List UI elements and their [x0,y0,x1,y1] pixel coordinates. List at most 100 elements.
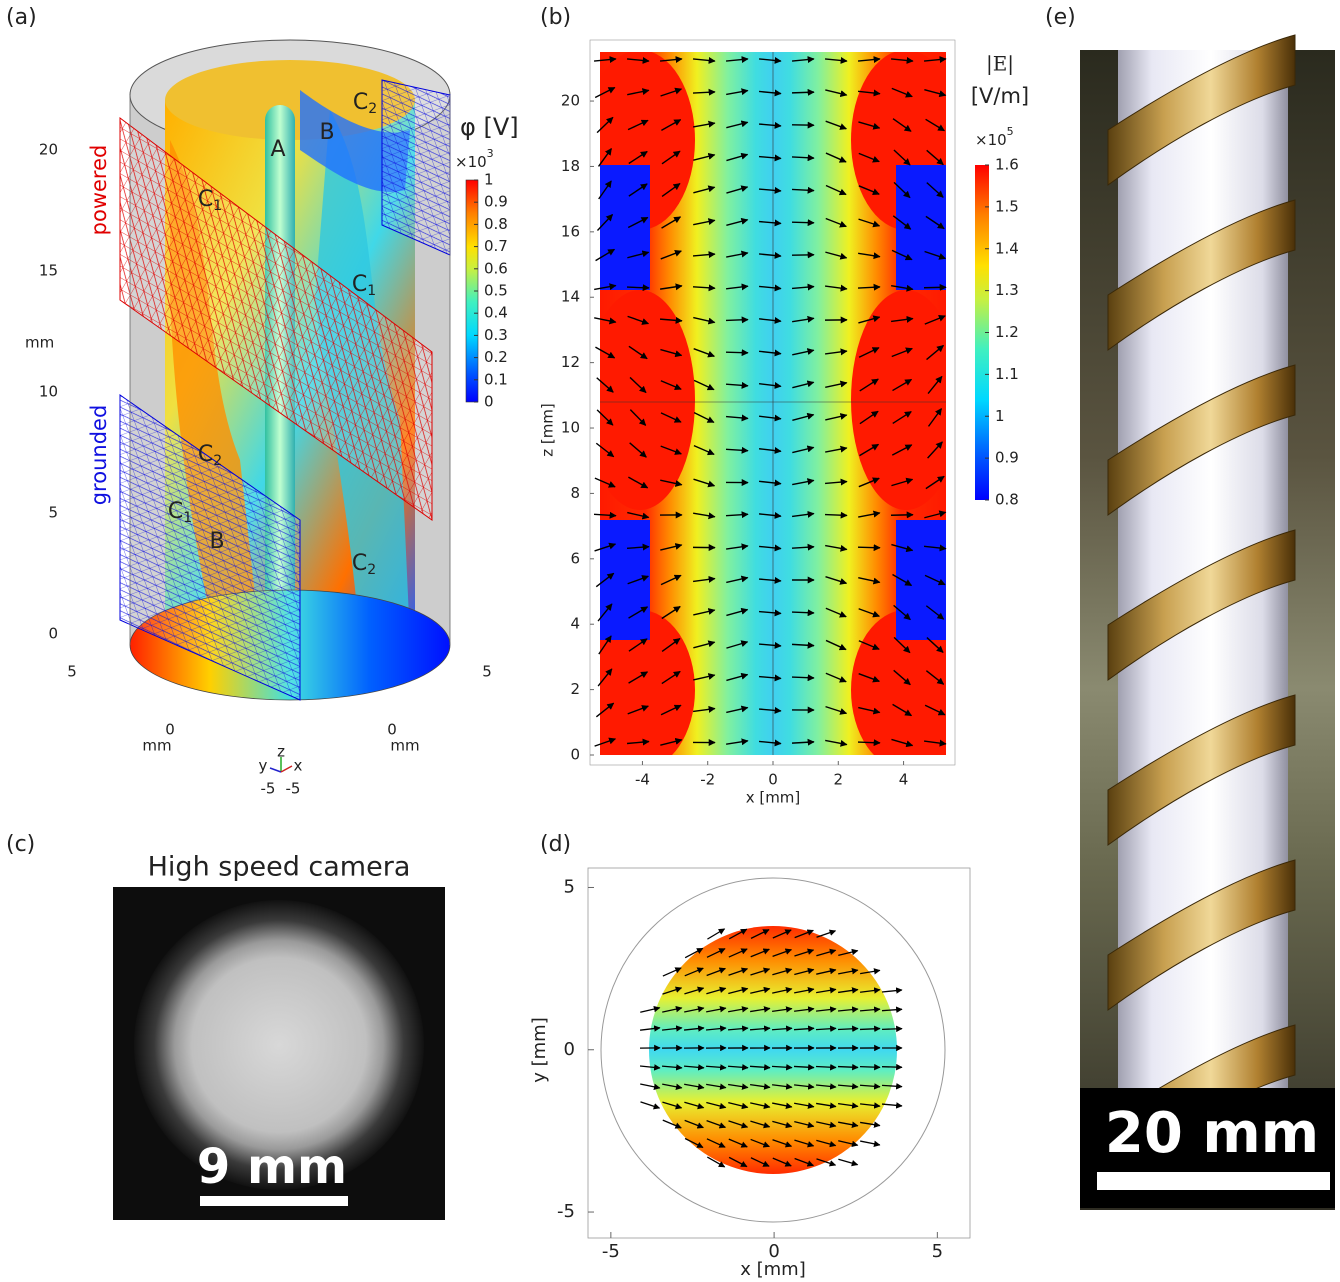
arrow [772,1006,793,1013]
region-name: C [352,272,367,297]
colorbar-tick-label: 0.4 [484,304,508,322]
arrow [628,606,649,619]
arrow [925,670,945,685]
scale-bar [1097,1172,1330,1190]
arrow [859,443,880,457]
arrow [825,705,848,715]
arrow [758,251,782,259]
arrow [791,56,815,64]
arrow [859,1025,881,1033]
arrow [891,347,913,358]
arrow [596,409,614,426]
triad-label: -5 [261,780,276,798]
arrow [684,1137,704,1149]
arrow [660,283,683,291]
triad-label: z [277,743,285,761]
arrow [791,543,815,551]
arrow [660,87,683,97]
arrow [758,89,782,97]
region-name: C [353,90,368,115]
arrow [728,1120,749,1129]
photo [1080,34,1335,1210]
colorbar-tick-label: 1.4 [995,239,1019,257]
arrow [726,575,749,584]
arrow [859,1102,881,1109]
arrow [858,152,880,163]
region-name: B [209,529,224,554]
arrow [661,605,681,620]
y-tick-label: 16 [561,222,580,240]
arrow [792,412,815,421]
arrow [923,544,947,552]
arrow [860,1121,881,1128]
arrow [705,1064,727,1071]
arrow [892,118,912,132]
colorbar-tick-label: 1.1 [995,365,1019,383]
colorbar-tick-label: 0.9 [484,193,508,211]
arrow [794,1121,815,1129]
y-tick-label: 5 [564,876,575,897]
helix-band [1107,859,1296,1011]
arrow [792,315,815,323]
arrow [758,674,782,682]
arrow [706,1156,726,1168]
region-name: C [352,551,367,576]
arrow [816,948,837,957]
region-label: B [319,120,334,145]
arrow [758,56,782,64]
x-tick-label: 0 [387,721,397,739]
arrow [684,1101,705,1110]
arrow [858,315,881,324]
arrow [725,511,749,519]
arrow [597,603,613,622]
arrow [726,705,749,714]
region-label: B [209,529,224,554]
region-label: C1 [198,187,222,214]
arrow [837,1083,859,1090]
arrow [706,967,726,977]
triad-label: -5 [286,780,301,798]
arrow [924,314,946,325]
arrow [659,316,683,324]
arrow [816,1139,837,1148]
arrow [794,1157,814,1167]
arrow [750,986,771,994]
arrow [794,929,814,939]
panel-label: (e) [1045,5,1076,30]
arrow [693,152,716,161]
arrow [596,213,614,232]
arrow [725,349,749,357]
field-arrows [593,56,947,748]
arrow [858,673,880,683]
arrow [837,1006,859,1013]
arrow [924,574,946,586]
arrow [660,737,683,746]
arrow [825,739,848,747]
arrow [772,1139,793,1148]
arrow [815,1083,837,1090]
arrow [758,414,782,422]
arrow [593,56,617,64]
arrow [825,251,848,260]
arrow [597,668,613,687]
arrow [838,1158,859,1167]
x-tick-label: 0 [768,771,778,789]
arrow [891,87,913,98]
plasma-glow [134,900,424,1190]
arrow [794,987,815,994]
colorbar-unit: [V/m] [971,84,1029,108]
arrow [772,1157,792,1167]
arrow [794,1102,815,1109]
arrow [825,120,847,130]
scale-exponent: 3 [487,147,494,160]
arrow [661,670,681,685]
arrow [684,967,704,977]
arrow [859,410,879,425]
field-arrows [639,928,903,1168]
triad-label: x [294,757,303,775]
arrow [662,1005,683,1013]
arrow [626,738,650,746]
arrow [627,705,649,715]
arrow [662,967,682,977]
arrow [891,284,914,292]
